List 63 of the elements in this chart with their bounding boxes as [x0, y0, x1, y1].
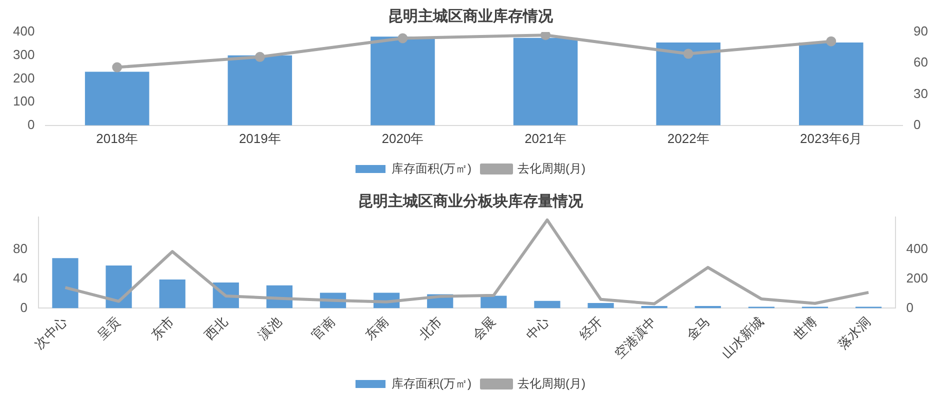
x-tick-label: 世博 — [790, 314, 820, 343]
x-tick-label: 2020年 — [382, 130, 424, 146]
bar — [656, 42, 720, 126]
y-tick-label: 0 — [27, 116, 35, 132]
bar — [228, 55, 292, 126]
chart-title: 昆明主城区商业分板块库存量情况 — [358, 192, 584, 210]
x-tick-label: 北市 — [416, 314, 445, 343]
chart-title: 昆明主城区商业库存情况 — [388, 6, 554, 25]
x-tick-label: 2021年 — [524, 130, 566, 146]
y2-tick-label: 60 — [914, 54, 928, 70]
y-tick-label: 100 — [12, 94, 35, 109]
point — [540, 32, 551, 40]
bar — [513, 38, 578, 126]
bar — [588, 303, 614, 308]
point — [683, 48, 694, 59]
x-tick-label: 官南 — [308, 314, 338, 343]
bar — [641, 306, 668, 308]
y-tick-label: 300 — [12, 46, 35, 62]
bar — [159, 280, 186, 308]
y-tick-label: 0 — [20, 300, 28, 315]
x-tick-label: 落水洞 — [835, 314, 874, 352]
bar — [799, 42, 864, 126]
y2-tick-label: 200 — [906, 270, 928, 286]
y2-tick-label: 0 — [906, 300, 914, 315]
x-tick-label: 山水新城 — [718, 314, 766, 362]
point — [254, 52, 265, 62]
legend-label: 库存面积(万㎡) — [392, 376, 472, 390]
x-tick-label: 2019年 — [238, 130, 281, 146]
x-tick-label: 东南 — [362, 314, 392, 343]
x-tick-label: 2022年 — [667, 130, 710, 146]
y2-tick-label: 90 — [914, 24, 928, 39]
legend-label: 去化周期(月) — [518, 376, 586, 390]
y2-tick-label: 400 — [906, 240, 928, 256]
bar — [534, 300, 560, 308]
x-tick-label: 东市 — [148, 314, 177, 343]
x-tick-label: 2023年6月 — [800, 130, 862, 146]
x-tick-label: 西北 — [202, 314, 231, 343]
y-tick-label: 400 — [12, 24, 35, 39]
bar — [370, 36, 435, 126]
point — [398, 33, 408, 44]
x-tick-label: 会展 — [469, 314, 498, 343]
x-tick-label: 2018年 — [96, 130, 138, 146]
legend-label: 库存面积(万㎡) — [392, 161, 472, 176]
x-tick-label: 滇池 — [255, 314, 284, 343]
x-tick-label: 空港滇中 — [612, 314, 659, 362]
bar — [52, 258, 78, 308]
legend-label: 去化周期(月) — [518, 161, 586, 176]
bar — [84, 72, 150, 126]
x-tick-label: 经开 — [576, 314, 606, 343]
bar — [694, 306, 721, 308]
y-tick-label: 40 — [12, 270, 28, 286]
point — [112, 62, 122, 72]
y-tick-label: 80 — [12, 240, 28, 256]
x-tick-label: 金马 — [684, 314, 713, 343]
x-tick-label: 呈贡 — [94, 314, 124, 343]
bar — [480, 296, 507, 308]
y2-tick-label: 30 — [914, 86, 928, 101]
point — [826, 36, 836, 46]
y2-tick-label: 0 — [914, 116, 921, 132]
x-tick-label: 中心 — [522, 314, 552, 343]
x-tick-label: 次中心 — [32, 314, 70, 352]
y-tick-label: 200 — [12, 70, 35, 86]
bar — [106, 266, 132, 308]
